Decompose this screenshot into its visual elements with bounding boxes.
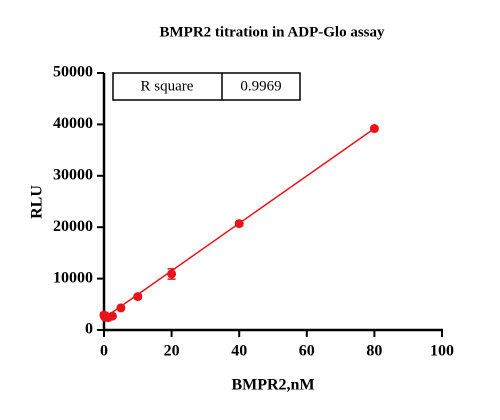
stats-label: R square: [141, 78, 194, 94]
x-tick-label: 100: [430, 343, 454, 360]
data-point: [234, 219, 244, 229]
y-tick-label: 30000: [53, 166, 93, 183]
y-tick-label: 0: [85, 321, 93, 338]
y-tick-label: 20000: [53, 218, 93, 235]
y-tick-label: 40000: [53, 115, 93, 132]
data-point: [133, 292, 143, 302]
y-tick-label: 10000: [53, 269, 93, 286]
data-point: [167, 269, 177, 279]
x-tick-label: 80: [366, 343, 382, 360]
data-point: [369, 124, 379, 134]
x-axis-label: BMPR2,nM: [231, 377, 314, 394]
x-tick-label: 20: [164, 343, 180, 360]
stats-box: [112, 72, 301, 101]
y-tick-label: 50000: [53, 64, 93, 81]
x-tick-label: 0: [100, 343, 108, 360]
x-tick-label: 40: [231, 343, 247, 360]
y-axis-label: RLU: [29, 185, 46, 219]
x-tick-label: 60: [299, 343, 315, 360]
chart-title: BMPR2 titration in ADP-Glo assay: [160, 24, 385, 40]
stats-value: 0.9969: [240, 78, 281, 94]
data-point: [116, 303, 126, 313]
data-point: [107, 311, 117, 321]
